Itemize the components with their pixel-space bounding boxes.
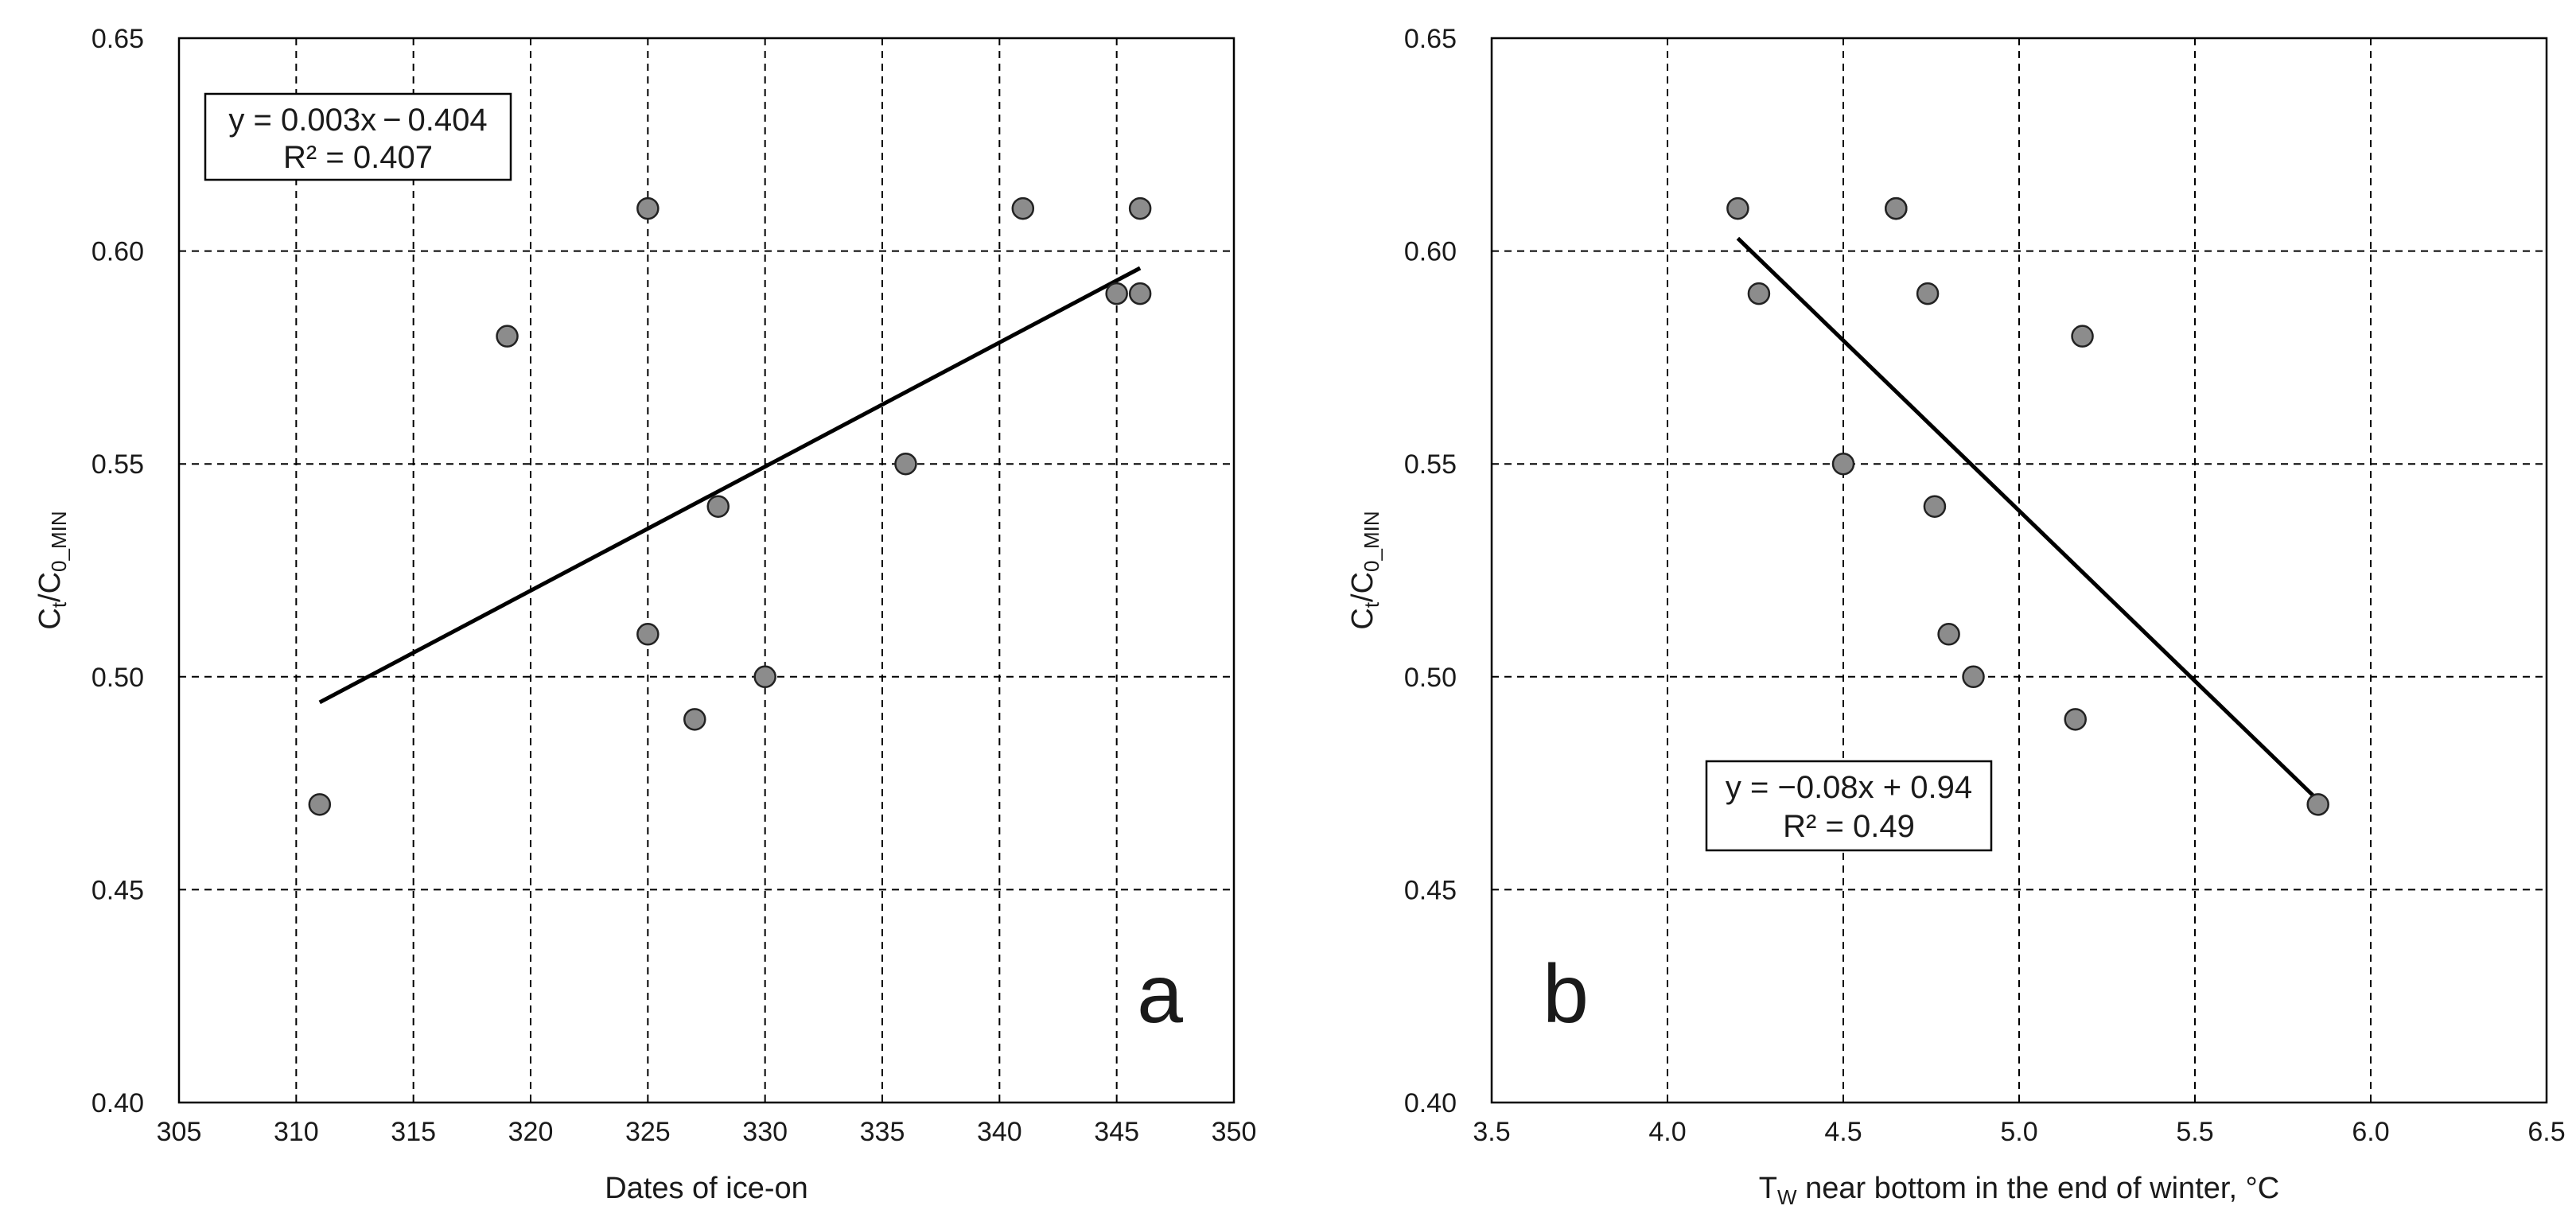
panel-a-y-tick-label: 0.55 (91, 449, 144, 480)
panel-b-plot-frame (1490, 37, 2548, 1104)
panel-a-x-tick-label: 320 (508, 1117, 554, 1147)
panel-a-x-tick-label: 350 (1212, 1117, 1257, 1147)
panel-a-x-axis-title: Dates of ice-on (605, 1172, 808, 1205)
panel-a-x-tick-label: 325 (625, 1117, 671, 1147)
panel-b-data-point (2071, 325, 2094, 348)
panel-b-data-point (1962, 665, 1985, 689)
panel-b-data-point (2064, 708, 2087, 731)
panel-b-y-tick-label: 0.40 (1404, 1088, 1457, 1118)
panel-b-x-tick-label: 4.5 (1824, 1117, 1862, 1147)
panel-b-x-tick-label: 5.5 (2176, 1117, 2213, 1147)
panel-b-chart: 3.5 4.0 4.5 5.0 5.5 6.0 6.5 0.40 0.45 0.50 0.55 0.6… (1346, 24, 2566, 1209)
panel-b-y-tick-label: 0.50 (1404, 663, 1457, 693)
panel-a-chart: 305 310 315 320 325 330 335 340 345 350 0.40 0.45 0.… (33, 24, 1256, 1205)
panel-b-ylabel-sub-0min: 0_MIN (1360, 511, 1383, 572)
panel-a-grid (179, 38, 1234, 1103)
panel-a-plot-frame (177, 37, 1235, 1104)
panel-a-trendline (318, 266, 1142, 705)
panel-a-label: a (1137, 948, 1183, 1040)
panel-b-xlabel-rest: near bottom in the end of winter, °C (1797, 1172, 2280, 1205)
panel-b-y-tick-label: 0.65 (1404, 24, 1457, 54)
panel-a-tick-labels: 305 310 315 320 325 330 335 340 345 350 0.40 0.45 0.… (91, 24, 1257, 1147)
panel-a-ylabel-c: C (33, 608, 67, 629)
panel-a-data-point (894, 452, 917, 476)
panel-a-data-point (496, 325, 519, 348)
panel-a-y-tick-label: 0.45 (91, 875, 144, 905)
panel-a-data-point (683, 708, 706, 731)
panel-a-equation-box (204, 92, 512, 181)
panel-a-y-tick-label: 0.40 (91, 1088, 144, 1118)
panel-a-y-axis-title: Ct/C0_MIN (33, 511, 71, 629)
panel-b-data-point (1831, 452, 1855, 476)
panel-b-y-tick-label: 0.55 (1404, 449, 1457, 480)
panel-a-data-point (636, 196, 660, 220)
panel-a-x-tick-label: 345 (1094, 1117, 1139, 1147)
panel-a-data-point (1011, 196, 1035, 220)
panel-b-x-axis-title: TW near bottom in the end of winter, °C (1759, 1172, 2279, 1209)
panel-a-data-point (1105, 282, 1128, 305)
panel-a-x-tick-label: 335 (860, 1117, 905, 1147)
panel-b-label: b (1543, 948, 1589, 1040)
panel-a-data-point (1128, 196, 1152, 220)
panel-b-points (1726, 196, 2329, 816)
panel-b-ylabel-mid: /C (1346, 572, 1379, 602)
panel-b-x-tick-label: 6.5 (2527, 1117, 2565, 1147)
panel-b-xlabel-t: T (1759, 1172, 1777, 1205)
panel-b-equation: y = −0.08x + 0.94 (1726, 770, 1972, 805)
panel-a-y-tick-label: 0.60 (91, 237, 144, 267)
panel-b-grid (1492, 38, 2547, 1103)
panel-a-data-point (1128, 282, 1152, 305)
panel-a-x-tick-label: 305 (157, 1117, 202, 1147)
panel-b-data-point (1885, 196, 1908, 220)
panel-a-data-point (636, 623, 660, 646)
panel-b-tick-labels: 3.5 4.0 4.5 5.0 5.5 6.0 6.5 0.40 0.45 0.50 0.55 0.6… (1404, 24, 2566, 1147)
panel-b-x-tick-label: 5.0 (2000, 1117, 2037, 1147)
panel-b-r-squared: R² = 0.49 (1783, 809, 1915, 844)
panel-b-equation-box (1705, 760, 1993, 852)
panel-a-x-tick-label: 330 (742, 1117, 788, 1147)
panel-b-y-tick-label: 0.45 (1404, 875, 1457, 905)
panel-b-y-tick-label: 0.60 (1404, 237, 1457, 267)
panel-a-data-point (706, 495, 730, 518)
panel-a-data-point (308, 793, 332, 816)
panel-b-trendline (1736, 236, 2320, 802)
panel-b-ylabel-c: C (1346, 608, 1379, 629)
panel-b-data-point (1937, 623, 1960, 646)
panel-b-data-point (1923, 495, 1947, 518)
panel-a-points (308, 196, 1152, 816)
panel-a-ylabel-sub-0min: 0_MIN (47, 511, 71, 572)
panel-b-data-point (2306, 793, 2329, 816)
panel-b-data-point (1747, 282, 1771, 305)
panel-a-data-point (753, 665, 776, 689)
panel-b-ylabel-sub-t: t (1360, 601, 1383, 608)
panel-b-y-axis-title: Ct/C0_MIN (1346, 511, 1383, 629)
panel-b-x-tick-label: 4.0 (1648, 1117, 1686, 1147)
panel-a-equation: y = 0.003x − 0.404 (228, 103, 487, 138)
panel-a-y-tick-label: 0.65 (91, 24, 144, 54)
panel-b-data-point (1726, 196, 1749, 220)
panel-a-x-tick-label: 310 (274, 1117, 319, 1147)
panel-b-x-tick-label: 6.0 (2352, 1117, 2389, 1147)
panel-b-x-tick-label: 3.5 (1473, 1117, 1510, 1147)
panel-a-r-squared: R² = 0.407 (283, 140, 433, 175)
panel-b-xlabel-sub-w: W (1777, 1185, 1797, 1209)
panel-a-x-tick-label: 340 (977, 1117, 1022, 1147)
panel-a-y-tick-label: 0.50 (91, 663, 144, 693)
panel-a-x-tick-label: 315 (391, 1117, 436, 1147)
panel-a-ylabel-mid: /C (33, 572, 67, 602)
panel-a-ylabel-sub-t: t (47, 601, 71, 608)
panel-b-data-point (1916, 282, 1940, 305)
